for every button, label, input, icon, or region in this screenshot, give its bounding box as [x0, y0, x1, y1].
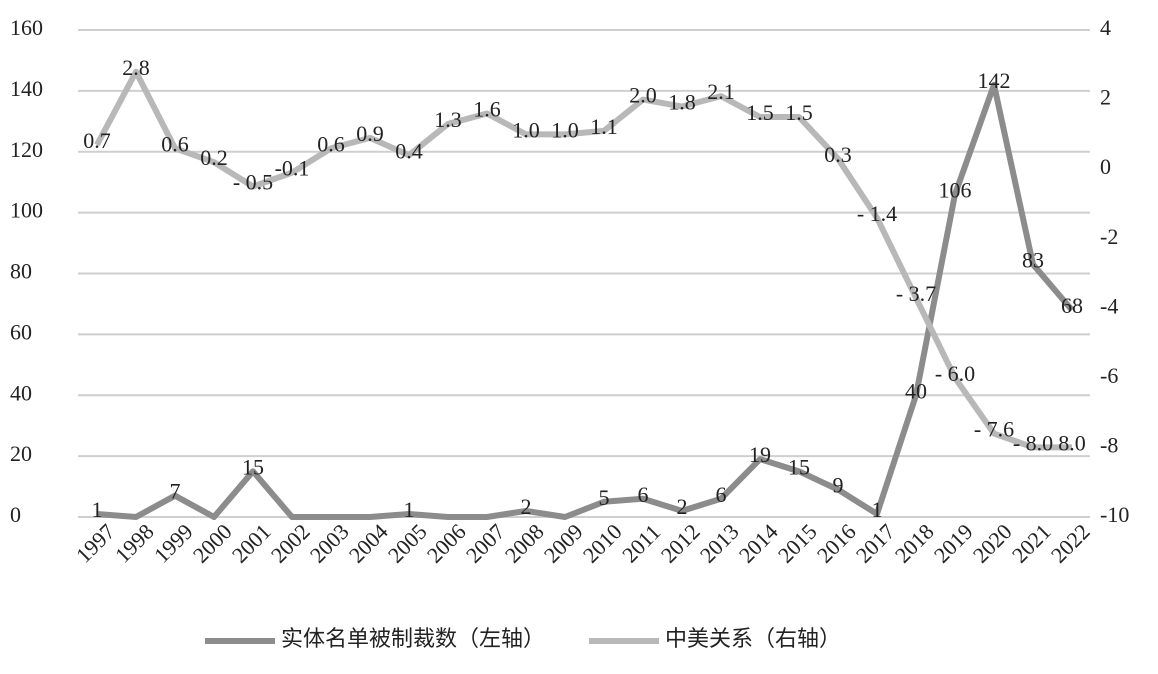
data-label: 2.8 — [122, 55, 150, 80]
x-tick-label: 2017 — [851, 519, 900, 568]
x-tick-label: 2018 — [890, 519, 939, 568]
x-tick-label: 2003 — [305, 519, 354, 568]
x-tick-label: 2016 — [812, 519, 861, 568]
data-label: 0.6 — [161, 131, 189, 156]
data-label: - 1.4 — [857, 201, 897, 226]
data-label: 0.6 — [317, 131, 345, 156]
x-tick-label: 2015 — [773, 519, 822, 568]
data-label: 40 — [905, 378, 927, 403]
y-tick-label: 120 — [10, 137, 43, 162]
series-line — [94, 68, 1072, 451]
x-tick-label: 2006 — [422, 519, 471, 568]
data-label: 6 — [638, 482, 649, 507]
data-label: - 8.0 — [1013, 430, 1053, 455]
data-label: 0.2 — [200, 145, 228, 170]
data-label: - 3.7 — [896, 281, 936, 306]
y2-tick-label: -10 — [1100, 502, 1129, 527]
data-label: 0.7 — [83, 128, 111, 153]
x-tick-label: 2002 — [266, 519, 315, 568]
data-label: 1 — [92, 497, 103, 522]
y2-tick-label: -2 — [1100, 224, 1118, 249]
data-label: 0.4 — [395, 138, 423, 163]
y2-tick-label: 2 — [1100, 85, 1111, 110]
x-tick-label: 2021 — [1007, 519, 1056, 568]
y-tick-label: 140 — [10, 76, 43, 101]
x-tick-label: 2011 — [617, 519, 665, 567]
data-label: 19 — [749, 442, 771, 467]
y-tick-label: 40 — [10, 380, 32, 405]
data-label: 106 — [939, 177, 972, 202]
x-tick-label: 2009 — [539, 519, 588, 568]
y-tick-label: 0 — [10, 502, 21, 527]
data-label: 1 — [872, 497, 883, 522]
data-label: - 7.6 — [974, 417, 1014, 442]
y2-tick-label: 0 — [1100, 154, 1111, 179]
data-label: 2.0 — [629, 83, 657, 108]
y-tick-label: 20 — [10, 441, 32, 466]
x-tick-label: 2001 — [227, 519, 276, 568]
x-tick-label: 2020 — [968, 519, 1017, 568]
data-label: 15 — [788, 454, 810, 479]
y-tick-label: 60 — [10, 319, 32, 344]
data-label: 0.9 — [356, 121, 384, 146]
y-tick-label: 100 — [10, 198, 43, 223]
x-tick-label: 2000 — [188, 519, 237, 568]
y2-tick-label: 4 — [1100, 15, 1111, 40]
data-label: 5 — [599, 485, 610, 510]
legend-label: 中美关系（右轴） — [665, 626, 841, 651]
x-tick-label: 2008 — [500, 519, 549, 568]
data-label: 15 — [242, 454, 264, 479]
x-tick-label: 1997 — [71, 519, 120, 568]
y2-tick-label: -8 — [1100, 432, 1118, 457]
x-tick-label: 2010 — [578, 519, 627, 568]
x-tick-label: 1999 — [149, 519, 198, 568]
data-label: 83 — [1022, 247, 1044, 272]
data-label: 2.1 — [707, 79, 735, 104]
series-line — [96, 81, 1075, 520]
legend-label: 实体名单被制裁数（左轴） — [281, 626, 545, 651]
x-tick-label: 2004 — [344, 519, 393, 568]
y2-tick-label: -4 — [1100, 293, 1118, 318]
data-label: 1.8 — [668, 90, 696, 115]
data-label: 1.0 — [512, 117, 540, 142]
data-label: 1.3 — [434, 107, 462, 132]
x-tick-label: 2005 — [383, 519, 432, 568]
x-tick-label: 2007 — [461, 519, 510, 568]
x-tick-label: 2019 — [929, 519, 978, 568]
data-label: 68 — [1061, 293, 1083, 318]
y-tick-label: 80 — [10, 259, 32, 284]
data-label: 1.5 — [746, 100, 774, 125]
data-label: 1.1 — [590, 114, 618, 139]
data-label: - 0.5 — [233, 170, 273, 195]
data-label: 0.3 — [824, 142, 852, 167]
y-tick-label: 160 — [10, 15, 43, 40]
data-label: 2 — [521, 494, 532, 519]
x-tick-label: 1998 — [110, 519, 159, 568]
x-tick-label: 2022 — [1046, 519, 1095, 568]
data-label: 2 — [677, 494, 688, 519]
data-label: 1.0 — [551, 117, 579, 142]
x-tick-label: 2014 — [734, 519, 783, 568]
data-label: 1.6 — [473, 97, 501, 122]
data-label: 7 — [170, 479, 181, 504]
data-label: 6 — [716, 482, 727, 507]
y2-tick-label: -6 — [1100, 363, 1118, 388]
data-label: 142 — [978, 68, 1011, 93]
data-label: 1 — [404, 497, 415, 522]
x-tick-label: 2012 — [656, 519, 705, 568]
data-label: -0.1 — [275, 156, 310, 181]
data-label: 9 — [833, 473, 844, 498]
x-tick-label: 2013 — [695, 519, 744, 568]
data-label: - 6.0 — [935, 361, 975, 386]
data-label: 8.0 — [1058, 430, 1086, 455]
data-label: 1.5 — [785, 100, 813, 125]
